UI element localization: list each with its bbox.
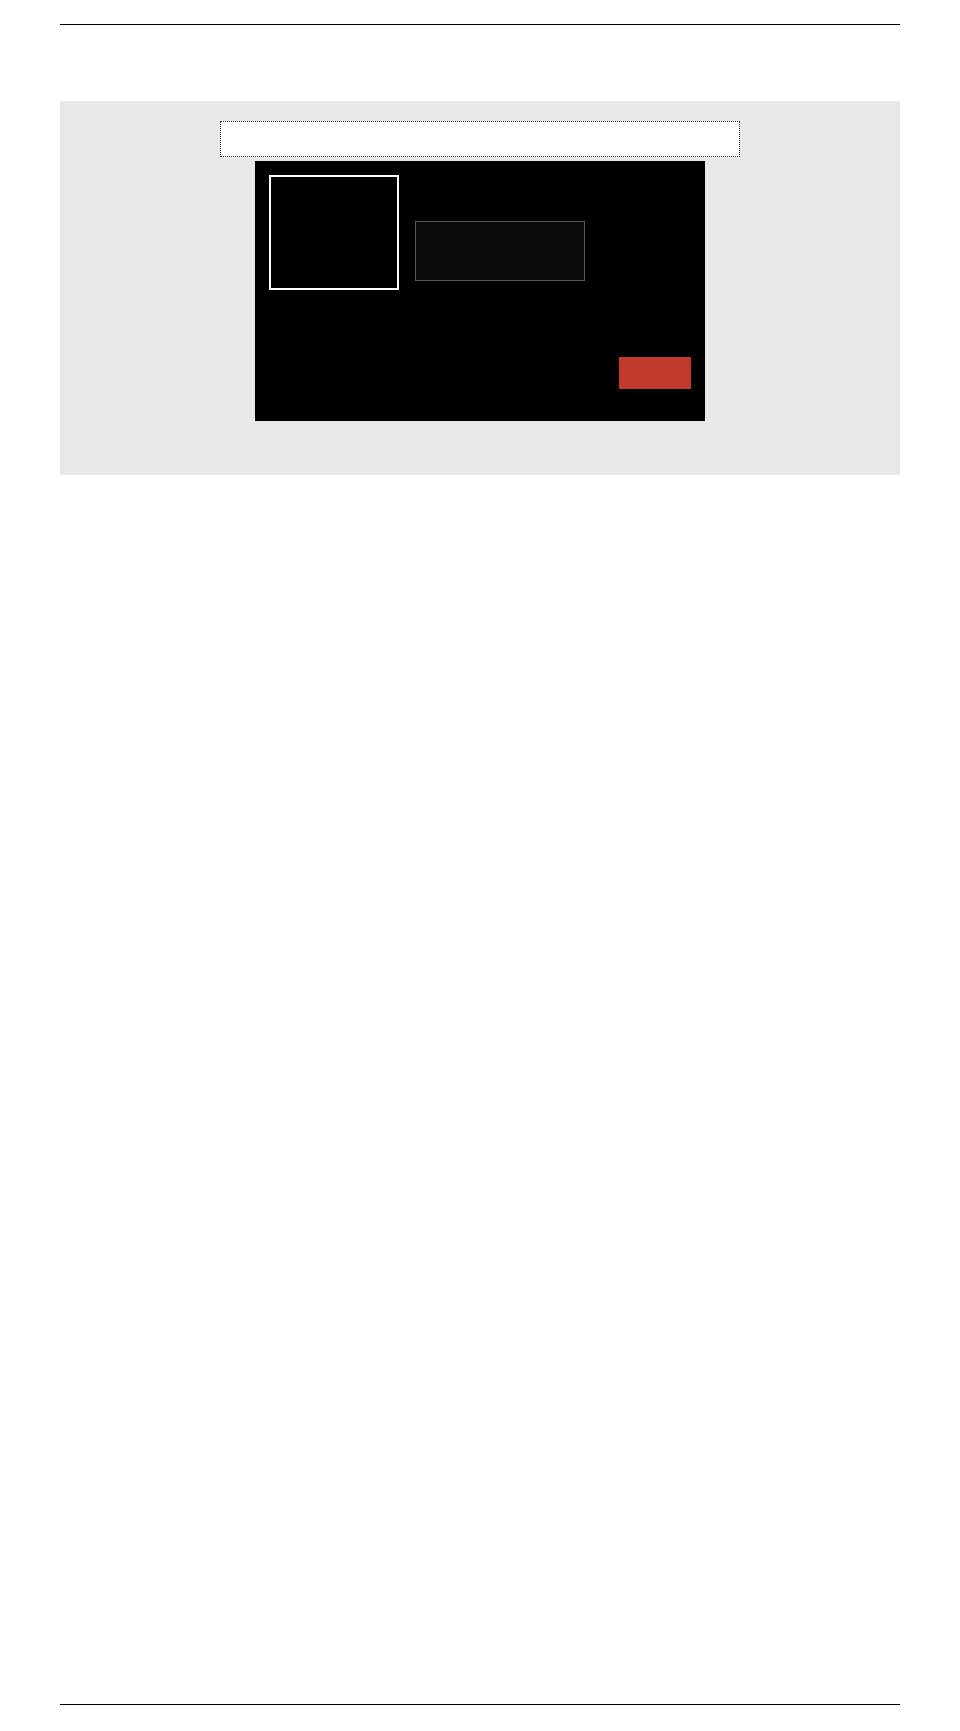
logo-badge: [619, 357, 691, 389]
description-list: [60, 445, 900, 475]
control-panel: [255, 161, 705, 421]
panel-display: [415, 221, 585, 281]
breadcrumb: [60, 0, 900, 25]
diagram-area: [60, 101, 900, 445]
page-footer: [60, 1704, 900, 1711]
section-title: [60, 55, 900, 77]
keypad: [615, 177, 689, 269]
led-grid: [275, 311, 605, 365]
indicator-frame: [269, 175, 399, 290]
callout-placeholder: [220, 121, 740, 157]
